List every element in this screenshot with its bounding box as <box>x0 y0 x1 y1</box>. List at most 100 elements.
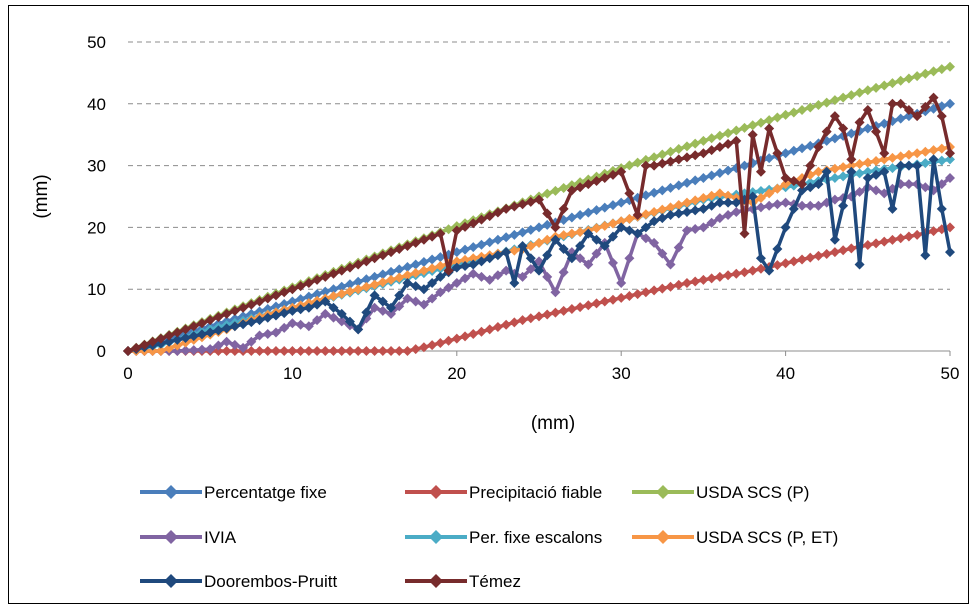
data-point <box>484 324 495 335</box>
data-point <box>772 199 783 210</box>
data-point <box>205 344 216 355</box>
data-point <box>690 138 701 149</box>
data-point <box>336 346 347 356</box>
data-point <box>517 271 528 282</box>
legend-item: USDA SCS (P, ET) <box>632 528 838 547</box>
data-point <box>550 287 561 298</box>
data-point <box>920 68 931 79</box>
data-point <box>895 98 906 109</box>
data-point <box>903 160 914 171</box>
data-point <box>813 166 824 177</box>
data-point <box>764 200 775 211</box>
data-point <box>344 316 355 327</box>
data-point <box>871 155 882 166</box>
data-point <box>912 160 923 171</box>
data-point <box>690 223 701 234</box>
data-point <box>780 222 791 233</box>
data-point <box>838 245 849 256</box>
data-point <box>205 327 216 338</box>
data-point <box>624 160 635 171</box>
data-point <box>903 179 914 190</box>
data-point <box>221 323 232 334</box>
data-point <box>534 311 544 322</box>
data-point <box>657 158 668 169</box>
data-point <box>386 247 397 258</box>
y-axis-label: (mm) <box>31 174 52 218</box>
data-point <box>451 256 462 267</box>
data-point <box>879 236 890 247</box>
data-point <box>328 268 339 279</box>
data-point <box>525 264 536 275</box>
data-point <box>254 296 265 307</box>
data-point <box>270 346 281 356</box>
legend-swatch-marker <box>164 485 178 499</box>
data-point <box>747 120 758 131</box>
data-point <box>221 336 232 347</box>
data-point <box>788 176 799 187</box>
data-point <box>418 342 429 353</box>
data-point <box>681 206 692 217</box>
data-point <box>755 253 766 264</box>
data-point <box>279 308 290 319</box>
data-point <box>361 307 372 318</box>
data-point <box>599 296 610 307</box>
data-point <box>805 140 816 151</box>
data-point <box>945 154 955 165</box>
data-point <box>764 123 775 134</box>
data-point <box>879 118 890 129</box>
data-point <box>945 98 955 109</box>
data-point <box>723 190 734 201</box>
data-point <box>607 294 618 305</box>
data-point <box>690 276 701 287</box>
data-point <box>706 217 717 228</box>
data-point <box>673 279 684 290</box>
y-tick-label: 20 <box>87 218 106 237</box>
data-point <box>714 197 725 208</box>
x-tick-label: 0 <box>123 364 132 383</box>
data-point <box>386 302 397 313</box>
data-point <box>344 262 355 273</box>
data-point <box>517 315 528 326</box>
data-point <box>698 148 709 159</box>
data-point <box>320 346 331 356</box>
data-point <box>427 231 438 242</box>
data-point <box>180 345 191 356</box>
data-point <box>755 202 766 213</box>
data-point <box>394 244 405 255</box>
data-point <box>912 111 923 122</box>
data-point <box>262 329 273 340</box>
data-point <box>336 308 347 319</box>
legend-item: Doorembos-Pruitt <box>140 572 337 591</box>
data-point <box>583 179 594 190</box>
data-point <box>640 190 651 201</box>
data-point <box>591 223 602 234</box>
data-point <box>723 138 734 149</box>
data-point <box>196 318 207 329</box>
data-point <box>764 115 775 126</box>
data-point <box>928 66 939 77</box>
data-point <box>443 265 454 276</box>
data-point <box>657 248 668 259</box>
data-point <box>838 200 849 211</box>
data-point <box>492 234 503 245</box>
data-point <box>262 312 273 323</box>
data-point <box>747 129 758 140</box>
data-point <box>262 293 273 304</box>
data-point <box>739 160 750 171</box>
data-point <box>435 287 446 298</box>
data-point <box>772 183 783 194</box>
data-point <box>657 283 668 294</box>
data-point <box>155 346 166 356</box>
data-point <box>649 216 660 227</box>
data-point <box>649 285 660 296</box>
data-point <box>607 200 618 211</box>
data-point <box>640 233 651 244</box>
data-point <box>780 172 791 183</box>
data-point <box>805 102 816 113</box>
data-point <box>739 122 750 133</box>
data-point <box>542 250 553 261</box>
data-point <box>460 254 471 265</box>
data-point <box>287 305 298 316</box>
data-point <box>451 333 462 344</box>
data-point <box>829 172 840 183</box>
